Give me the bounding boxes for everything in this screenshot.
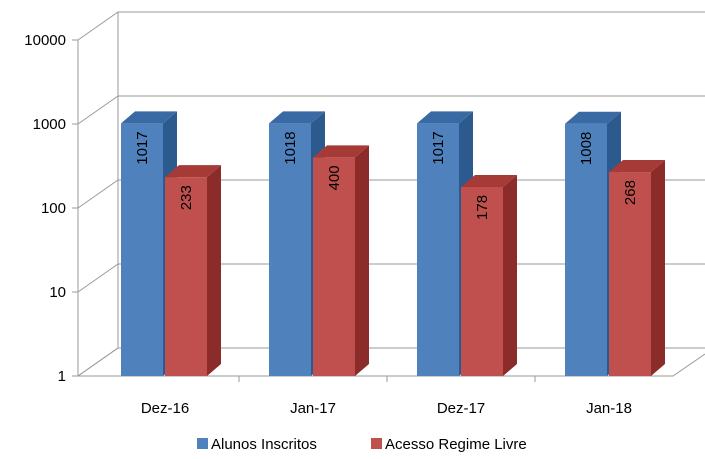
data-label: 1017 <box>430 131 447 164</box>
bar-front <box>417 123 459 376</box>
bar-top <box>269 111 325 124</box>
bar-front <box>165 177 207 376</box>
x-tick-label: Dez-16 <box>141 400 189 417</box>
x-axis-ticks: Dez-16 Jan-17 Dez-17 Jan-18 <box>141 376 632 417</box>
data-label: 178 <box>474 195 491 220</box>
data-label: 268 <box>622 180 639 205</box>
legend: Alunos Inscritos Acesso Regime Livre <box>197 436 527 453</box>
y-tick-label: 10000 <box>24 32 66 49</box>
bar: 400 <box>313 145 369 376</box>
y-tick-label: 1000 <box>33 116 66 133</box>
bar: 178 <box>461 174 517 376</box>
bar-top <box>609 160 665 173</box>
bar-top <box>121 111 177 124</box>
data-label: 1017 <box>134 131 151 164</box>
bar-top <box>461 174 517 187</box>
legend-label: Acesso Regime Livre <box>385 436 527 453</box>
legend-item: Alunos Inscritos <box>197 436 317 453</box>
data-label: 400 <box>326 165 343 190</box>
x-tick-label: Jan-17 <box>290 400 336 417</box>
data-label: 233 <box>178 185 195 210</box>
bars: 1017 233 1018 400 1017 178 1008 268 <box>121 111 665 377</box>
bar-top <box>417 111 473 124</box>
data-label: 1018 <box>282 131 299 164</box>
bar-top <box>165 165 221 178</box>
legend-item: Acesso Regime Livre <box>371 436 527 453</box>
data-label: 1008 <box>578 132 595 165</box>
gridline <box>77 11 705 41</box>
bar-side <box>651 160 665 376</box>
y-tick-label: 100 <box>41 200 66 217</box>
bar-front <box>269 123 311 377</box>
legend-swatch <box>371 438 382 449</box>
bar-front <box>565 123 607 376</box>
bar-front <box>609 172 651 376</box>
bar: 233 <box>165 165 221 376</box>
y-axis-ticks: 1 10 100 1000 10000 <box>24 32 78 385</box>
bar-side <box>355 145 369 376</box>
bar-side <box>503 174 517 376</box>
legend-swatch <box>197 438 208 449</box>
bar-front <box>461 186 503 376</box>
bar-top <box>565 111 621 124</box>
gridline <box>77 95 705 125</box>
bar-top <box>313 145 369 158</box>
x-tick-label: Dez-17 <box>437 400 485 417</box>
bar-side <box>207 165 221 376</box>
legend-label: Alunos Inscritos <box>211 436 317 453</box>
bar: 1017 <box>417 111 473 376</box>
bar: 268 <box>609 160 665 376</box>
bar-front <box>313 157 355 376</box>
y-tick-label: 10 <box>49 284 66 301</box>
bar-front <box>121 123 163 376</box>
x-tick-label: Jan-18 <box>586 400 632 417</box>
y-tick-label: 1 <box>58 368 66 385</box>
